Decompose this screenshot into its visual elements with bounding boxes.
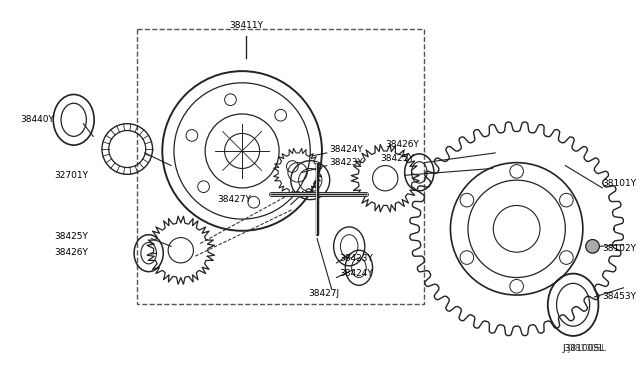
Text: 38426Y: 38426Y: [54, 248, 88, 257]
Text: 38426Y: 38426Y: [385, 140, 419, 149]
Text: 38101Y: 38101Y: [602, 179, 636, 187]
Text: 38427Y: 38427Y: [217, 195, 251, 204]
Circle shape: [586, 240, 600, 253]
Text: 38453Y: 38453Y: [602, 292, 636, 301]
Text: 38424Y: 38424Y: [330, 144, 364, 154]
Text: 38440Y: 38440Y: [20, 115, 54, 124]
Text: 38423Y: 38423Y: [330, 158, 364, 167]
Text: 38425Y: 38425Y: [380, 154, 414, 163]
Text: 38102Y: 38102Y: [602, 244, 636, 253]
Bar: [137, 29, 424, 304]
Text: 38425Y: 38425Y: [54, 232, 88, 241]
Text: 38427J: 38427J: [308, 289, 339, 298]
Text: J38100SL: J38100SL: [562, 344, 604, 353]
Text: 38411Y: 38411Y: [229, 21, 263, 30]
Text: 38424Y: 38424Y: [339, 269, 373, 278]
Text: J38100SL: J38100SL: [567, 344, 606, 353]
Text: 38423Y: 38423Y: [339, 254, 373, 263]
Text: 32701Y: 32701Y: [54, 171, 88, 180]
